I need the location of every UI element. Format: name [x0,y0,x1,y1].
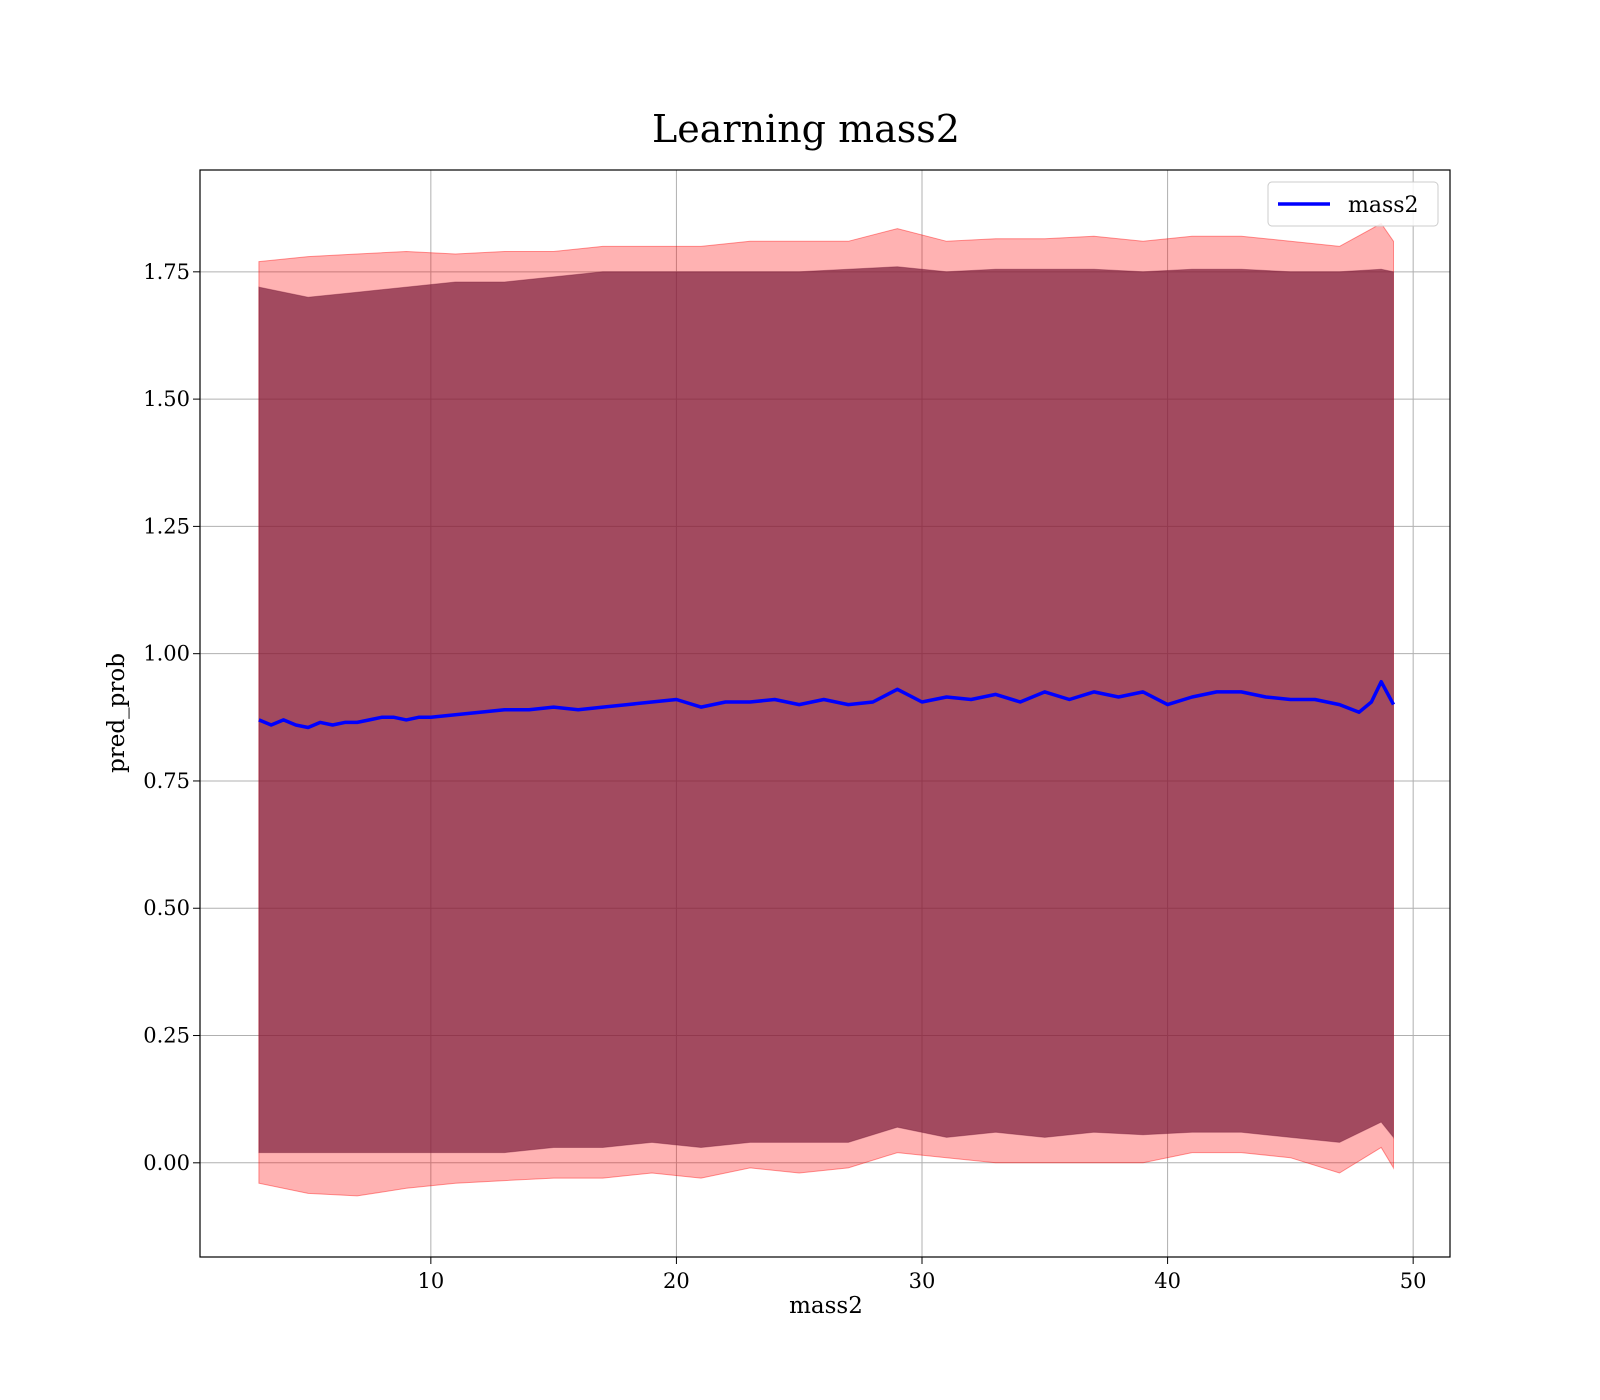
y-tick-label: 1.00 [143,642,190,666]
confidence-band-2 [258,266,1394,1154]
series-line-mass2 [258,679,1396,730]
y-axis-label: pred_prob [104,653,130,773]
bands-layer [258,222,1394,1197]
legend-box [1267,181,1439,227]
line-layer [258,679,1396,730]
legend-entry-label: mass2 [1348,193,1419,218]
y-tick-label: 0.25 [143,1024,190,1048]
x-tick-label: 40 [1154,1269,1181,1293]
chart-title: Learning mass2 [652,107,960,151]
y-tick-label: 0.50 [143,896,190,920]
x-tick-label: 20 [663,1269,690,1293]
y-tick-label: 1.50 [143,387,190,411]
y-tick-label: 1.75 [143,260,190,284]
x-axis-label: mass2 [789,1293,863,1319]
x-tick-label: 30 [909,1269,936,1293]
plot-frame [199,169,1451,1258]
y-tick-label: 0.75 [143,769,190,793]
ticks-layer: 10 20 30 40 50 0.00 0.25 0.50 0.75 1.00 1.25 1.50 1.… [143,260,1426,1293]
x-tick-label: 50 [1400,1269,1427,1293]
x-tick-label: 10 [417,1269,444,1293]
y-tick-label: 0.00 [143,1151,190,1175]
y-tick-label: 1.25 [143,514,190,538]
legend: mass2 [1267,181,1439,227]
